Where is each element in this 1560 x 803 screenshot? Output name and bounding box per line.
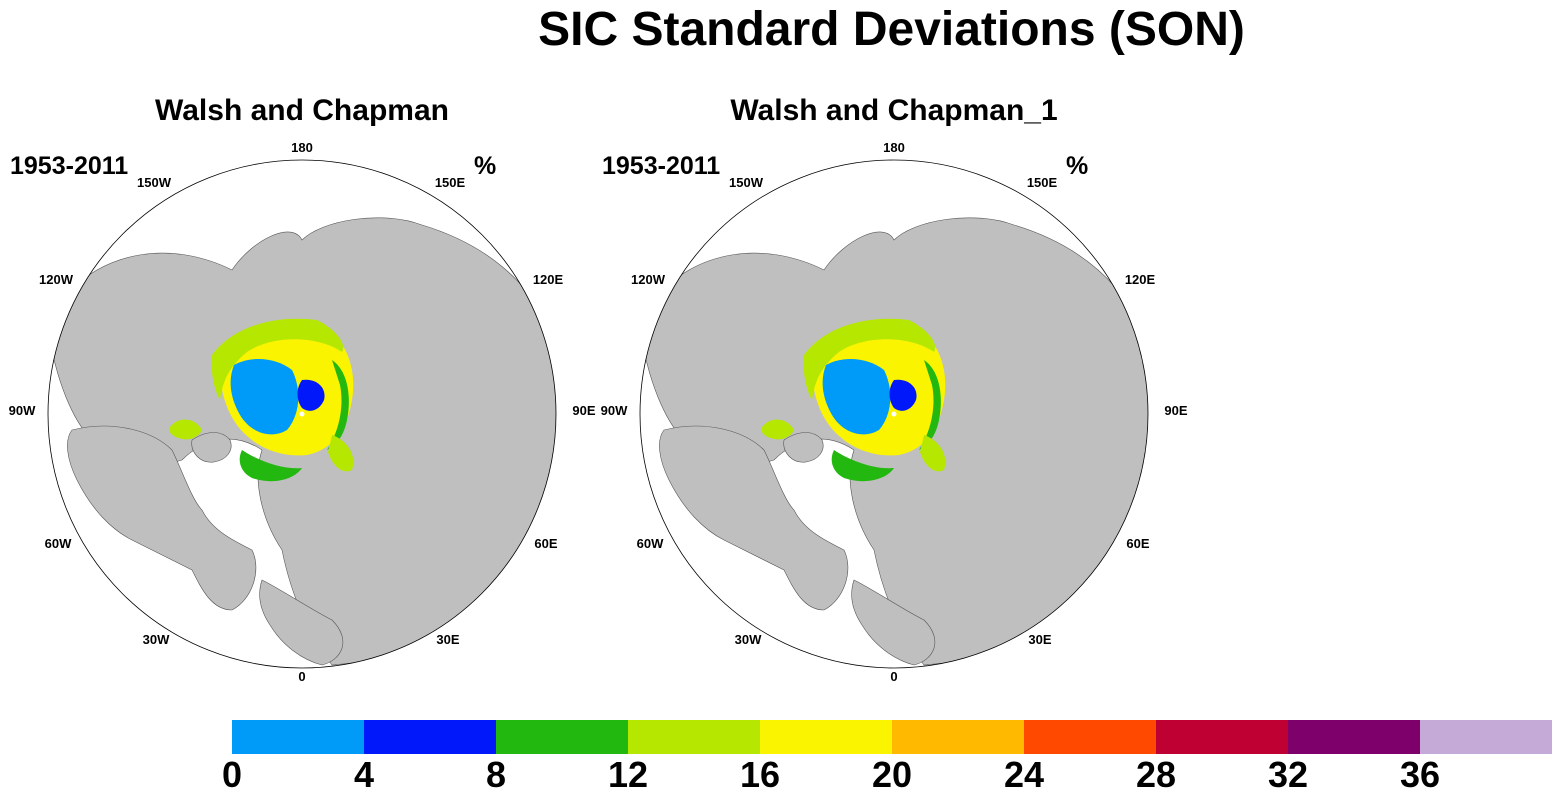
polar-map: 180 150E 120E 90E 60E 30E 0 30W 60W 90W 120W 150W <box>9 140 596 684</box>
period-label: 1953-2011 <box>602 152 721 180</box>
sea-ice-region <box>239 450 302 482</box>
longitude-label: 60W <box>637 536 664 551</box>
colorbar-tick-label: 36 <box>1399 754 1441 795</box>
longitude-label: 120E <box>1125 272 1156 287</box>
longitude-label: 150E <box>435 175 466 190</box>
longitude-label: 120W <box>631 272 666 287</box>
map-boundary <box>639 159 1149 669</box>
longitude-label: 30E <box>436 632 459 647</box>
colorbar-tick-label: 8 <box>485 754 507 795</box>
figure-title: SIC Standard Deviations (SON) <box>538 3 1245 56</box>
land-mass <box>659 425 849 611</box>
colorbar-bin <box>364 720 496 754</box>
map-panel-right: Walsh and Chapman_1 1953-2011 % 180 150E 1… <box>594 90 1194 690</box>
map-layers <box>49 217 556 666</box>
sea-ice-region <box>211 318 344 400</box>
map-boundary <box>47 159 557 669</box>
longitude-label: 150E <box>1027 175 1058 190</box>
colorbar-tick-label: 24 <box>1003 754 1045 795</box>
longitude-label: 150W <box>137 175 172 190</box>
map-panel-left: Walsh and Chapman 1953-2011 % 180 150E 120… <box>2 90 602 690</box>
colorbar-bin <box>1024 720 1156 754</box>
sea-ice-region <box>169 419 202 440</box>
longitude-label: 0 <box>890 669 897 684</box>
colorbar-bin <box>232 720 364 754</box>
land-mass <box>259 579 344 666</box>
colorbar-bin <box>892 720 1024 754</box>
sea-ice-region <box>230 358 299 435</box>
land-mass <box>783 432 824 463</box>
sea-ice-region <box>803 318 936 400</box>
land-mass <box>191 432 232 463</box>
sea-ice-region <box>920 435 946 472</box>
sea-ice-region <box>327 360 349 450</box>
colorbar-tick-label: 4 <box>353 754 375 795</box>
longitude-label: 180 <box>883 140 905 155</box>
colorbar-tick-label: 16 <box>739 754 781 795</box>
colorbar-bin <box>496 720 628 754</box>
longitude-label: 90W <box>9 403 36 418</box>
colorbar-bin <box>1156 720 1288 754</box>
pole-marker <box>891 411 897 417</box>
longitude-label: 60E <box>1126 536 1149 551</box>
map-layers <box>641 217 1148 666</box>
longitude-label: 30W <box>735 632 762 647</box>
pole-marker <box>299 411 305 417</box>
longitude-label: 90E <box>1164 403 1187 418</box>
longitude-label: 150W <box>729 175 764 190</box>
longitude-label: 120W <box>39 272 74 287</box>
colorbar-bin <box>628 720 760 754</box>
sea-ice-region <box>297 379 325 411</box>
land-mass <box>851 579 936 666</box>
polar-map: 180 150E 120E 90E 60E 30E 0 30W 60W 90W 120W 150W <box>601 140 1188 684</box>
longitude-label: 0 <box>298 669 305 684</box>
colorbar <box>232 720 1552 754</box>
colorbar-bin <box>1420 720 1552 754</box>
colorbar-tick-label: 12 <box>607 754 649 795</box>
land-mass <box>67 425 257 611</box>
panel-title: Walsh and Chapman_1 <box>730 94 1058 127</box>
sea-ice-region <box>831 450 894 482</box>
colorbar-bin <box>1288 720 1420 754</box>
colorbar-tick-label: 32 <box>1267 754 1309 795</box>
colorbar-tick-label: 0 <box>221 754 243 795</box>
sea-ice-region <box>919 360 941 450</box>
colorbar-tick-label: 28 <box>1135 754 1177 795</box>
sea-ice-region <box>822 358 891 435</box>
longitude-label: 30E <box>1028 632 1051 647</box>
longitude-label: 60E <box>534 536 557 551</box>
sea-ice-region <box>328 435 354 472</box>
sea-ice-region <box>761 419 794 440</box>
period-label: 1953-2011 <box>10 152 129 180</box>
units-label: % <box>474 152 497 180</box>
longitude-label: 180 <box>291 140 313 155</box>
colorbar-tick-label: 20 <box>871 754 913 795</box>
units-label: % <box>1066 152 1089 180</box>
longitude-label: 90E <box>572 403 595 418</box>
sea-ice-region <box>889 379 917 411</box>
longitude-label: 120E <box>533 272 564 287</box>
panel-title: Walsh and Chapman <box>155 94 449 127</box>
longitude-label: 60W <box>45 536 72 551</box>
colorbar-bin <box>760 720 892 754</box>
longitude-label: 30W <box>143 632 170 647</box>
longitude-label: 90W <box>601 403 628 418</box>
